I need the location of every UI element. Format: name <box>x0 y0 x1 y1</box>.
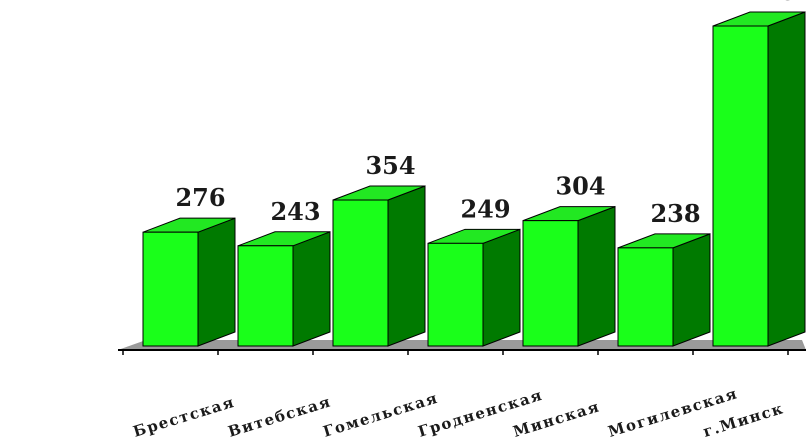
bar-2 <box>237 231 331 347</box>
bars-group <box>142 11 806 347</box>
value-label: 354 <box>365 151 415 180</box>
bar-front <box>427 242 484 347</box>
value-label: 776 <box>745 0 795 6</box>
bar-front <box>617 247 674 347</box>
bar-4 <box>427 228 521 347</box>
bar-6 <box>617 233 711 347</box>
bar-1 <box>142 217 236 347</box>
value-label: 249 <box>460 194 510 223</box>
bar-front <box>712 25 769 347</box>
bar-front <box>237 245 294 347</box>
category-label: Витебская <box>226 392 334 440</box>
bar-7 <box>712 11 806 347</box>
bar-side <box>482 228 521 347</box>
value-label: 276 <box>175 183 225 212</box>
bar-side <box>577 205 616 347</box>
bar-front <box>142 231 199 347</box>
bar-front <box>522 220 579 347</box>
category-label: Брестская <box>131 393 237 441</box>
bar-side <box>197 217 236 347</box>
value-label: 243 <box>270 197 320 226</box>
category-labels: БрестскаяВитебскаяГомельскаяГродненскаяМ… <box>131 384 786 441</box>
value-label: 238 <box>650 199 700 228</box>
value-labels: 276 243 354 249 304 238 776 <box>175 0 795 228</box>
bar-side <box>387 185 426 347</box>
bar-side <box>767 11 806 347</box>
bar-front <box>332 199 389 347</box>
bar-3 <box>332 185 426 347</box>
bar-side <box>292 231 331 347</box>
value-label: 304 <box>555 172 605 201</box>
bar-5 <box>522 205 616 347</box>
bar-side <box>672 233 711 347</box>
